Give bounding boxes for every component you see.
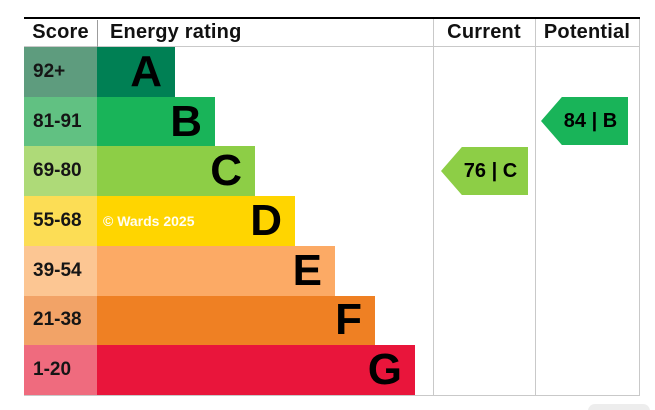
band-row-e: 39-54 E	[24, 245, 640, 296]
band-letter-b: B	[170, 96, 202, 146]
band-letter-g: G	[367, 345, 402, 395]
table-right-border	[639, 19, 640, 395]
band-row-f: 21-38 F	[24, 295, 640, 346]
current-column-divider	[433, 19, 434, 395]
band-row-d: 55-68 © Wards 2025 D	[24, 196, 640, 246]
header-score-divider	[97, 20, 98, 47]
band-bar-a: A	[97, 47, 175, 97]
band-bar-e: E	[97, 245, 335, 296]
band-letter-f: F	[335, 295, 362, 345]
header-energy-rating: Energy rating	[110, 21, 242, 43]
score-range-e: 39-54	[24, 245, 97, 296]
band-letter-e: E	[292, 245, 322, 295]
potential-rating-arrow: 84 | B	[541, 97, 628, 145]
band-letter-c: C	[210, 146, 242, 196]
copyright-watermark: © Wards 2025	[103, 213, 195, 230]
band-row-b: 81-91 B	[24, 96, 640, 147]
header-current: Current	[447, 21, 521, 43]
score-range-a: 92+	[24, 47, 97, 97]
table-header-row: Score Energy rating Current Potential	[24, 19, 640, 47]
band-letter-d: D	[250, 196, 282, 246]
score-range-d: 55-68	[24, 196, 97, 246]
current-rating-arrow: 76 | C	[441, 147, 528, 195]
band-letter-a: A	[130, 46, 162, 96]
partial-bottom-element	[588, 404, 650, 410]
band-rows: 92+ A 81-91 B 69-80 C 55-68 © W	[24, 47, 640, 396]
potential-column-divider	[535, 19, 536, 395]
band-bar-c: C	[97, 146, 255, 197]
band-row-g: 1-20 G	[24, 345, 640, 396]
score-range-g: 1-20	[24, 345, 97, 396]
header-potential: Potential	[543, 21, 631, 43]
band-bar-f: F	[97, 295, 375, 346]
band-bar-g: G	[97, 345, 415, 396]
band-row-c: 69-80 C	[24, 146, 640, 197]
score-range-c: 69-80	[24, 146, 97, 197]
band-bar-d: © Wards 2025 D	[97, 196, 295, 246]
score-range-b: 81-91	[24, 96, 97, 147]
band-row-a: 92+ A	[24, 47, 640, 97]
band-bar-b: B	[97, 96, 215, 147]
header-score: Score	[32, 21, 89, 43]
score-range-f: 21-38	[24, 295, 97, 346]
epc-table: Score Energy rating Current Potential 92…	[24, 17, 640, 396]
